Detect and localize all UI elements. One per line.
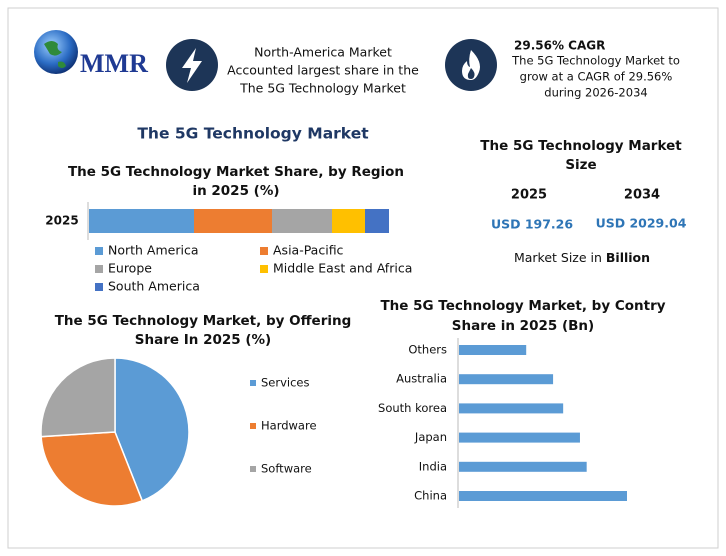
legend-label: Europe [108, 261, 152, 276]
legend-label: Services [261, 376, 310, 390]
legend-label: North America [108, 243, 199, 258]
globe-land [44, 41, 66, 68]
chart-title: Share In 2025 (%) [135, 332, 271, 348]
cagr-line: during 2026-2034 [544, 86, 647, 100]
size-value: USD 2029.04 [596, 216, 687, 231]
logo-text: MMR [80, 49, 148, 78]
cagr-icon [445, 39, 497, 91]
legend-swatch [250, 466, 256, 472]
highlight-line: Accounted largest share in the [227, 63, 419, 78]
chart-title: Share in 2025 (Bn) [452, 318, 594, 334]
bar-segment [365, 209, 389, 233]
legend-label: South America [108, 279, 200, 294]
cagr-line: grow at a CAGR of 29.56% [520, 70, 673, 84]
bar [459, 403, 564, 414]
legend-label: Middle East and Africa [273, 261, 412, 276]
bar [459, 374, 554, 385]
category-label: Japan [414, 430, 447, 444]
main-title: The 5G Technology Market [137, 125, 369, 143]
legend-swatch [260, 265, 268, 273]
legend-swatch [95, 247, 103, 255]
pie-slice [40, 431, 144, 507]
pie-slice [114, 357, 190, 502]
legend-label: Software [261, 462, 312, 476]
pie-slice [40, 357, 116, 438]
size-title: The 5G Technology Market [480, 138, 682, 154]
legend-swatch [260, 247, 268, 255]
category-label: South korea [378, 401, 447, 415]
size-title: Size [565, 157, 596, 173]
category-label: Others [408, 343, 447, 357]
legend-label: Asia-Pacific [273, 243, 344, 258]
highlight-icon [166, 39, 218, 91]
legend-swatch [95, 283, 103, 291]
logo: MMR [34, 30, 148, 78]
bar-segment [272, 209, 332, 233]
size-year: 2025 [511, 188, 547, 203]
highlight-line: North-America Market [254, 45, 392, 60]
bar-segment [194, 209, 272, 233]
category-label: Australia [396, 372, 447, 386]
chart-title: The 5G Technology Market, by Contry [380, 298, 665, 314]
size-note: Market Size in Billion [514, 250, 650, 265]
chart-title: The 5G Technology Market, by Offering [55, 313, 352, 329]
size-note-unit: Billion [606, 250, 650, 265]
size-value: USD 197.26 [491, 217, 573, 232]
bar [459, 345, 527, 355]
chart-title: The 5G Technology Market Share, by Regio… [68, 164, 404, 180]
bar-segment [332, 209, 365, 233]
bar [459, 432, 580, 443]
cagr-line: The 5G Technology Market to [511, 54, 680, 68]
highlight-line: The 5G Technology Market [239, 81, 406, 96]
category-label: 2025 [45, 214, 78, 228]
category-label: China [414, 489, 447, 503]
bar-segment [89, 209, 194, 233]
frame [7, 7, 719, 549]
category-label: India [419, 459, 447, 473]
legend-label: Hardware [261, 419, 317, 433]
legend-swatch [250, 423, 256, 429]
legend-swatch [250, 380, 256, 386]
cagr-title: 29.56% CAGR [514, 39, 605, 53]
size-year: 2034 [624, 188, 660, 203]
bar [459, 491, 627, 501]
chart-title: in 2025 (%) [192, 183, 279, 199]
bar [459, 461, 587, 472]
charts: The 5G Technology Market Share, by Regio… [40, 164, 666, 508]
size-note-text: Market Size in [514, 250, 606, 265]
legend-swatch [95, 265, 103, 273]
